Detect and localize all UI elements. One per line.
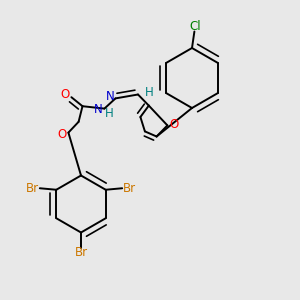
Text: Cl: Cl [190,20,201,33]
Text: Br: Br [74,246,88,260]
Text: H: H [145,85,154,99]
Text: Br: Br [123,182,136,195]
Text: O: O [61,88,70,101]
Text: O: O [169,118,178,131]
Text: N: N [94,103,103,116]
Text: O: O [57,128,66,141]
Text: H: H [105,107,114,120]
Text: N: N [106,90,115,103]
Text: Br: Br [26,182,39,195]
